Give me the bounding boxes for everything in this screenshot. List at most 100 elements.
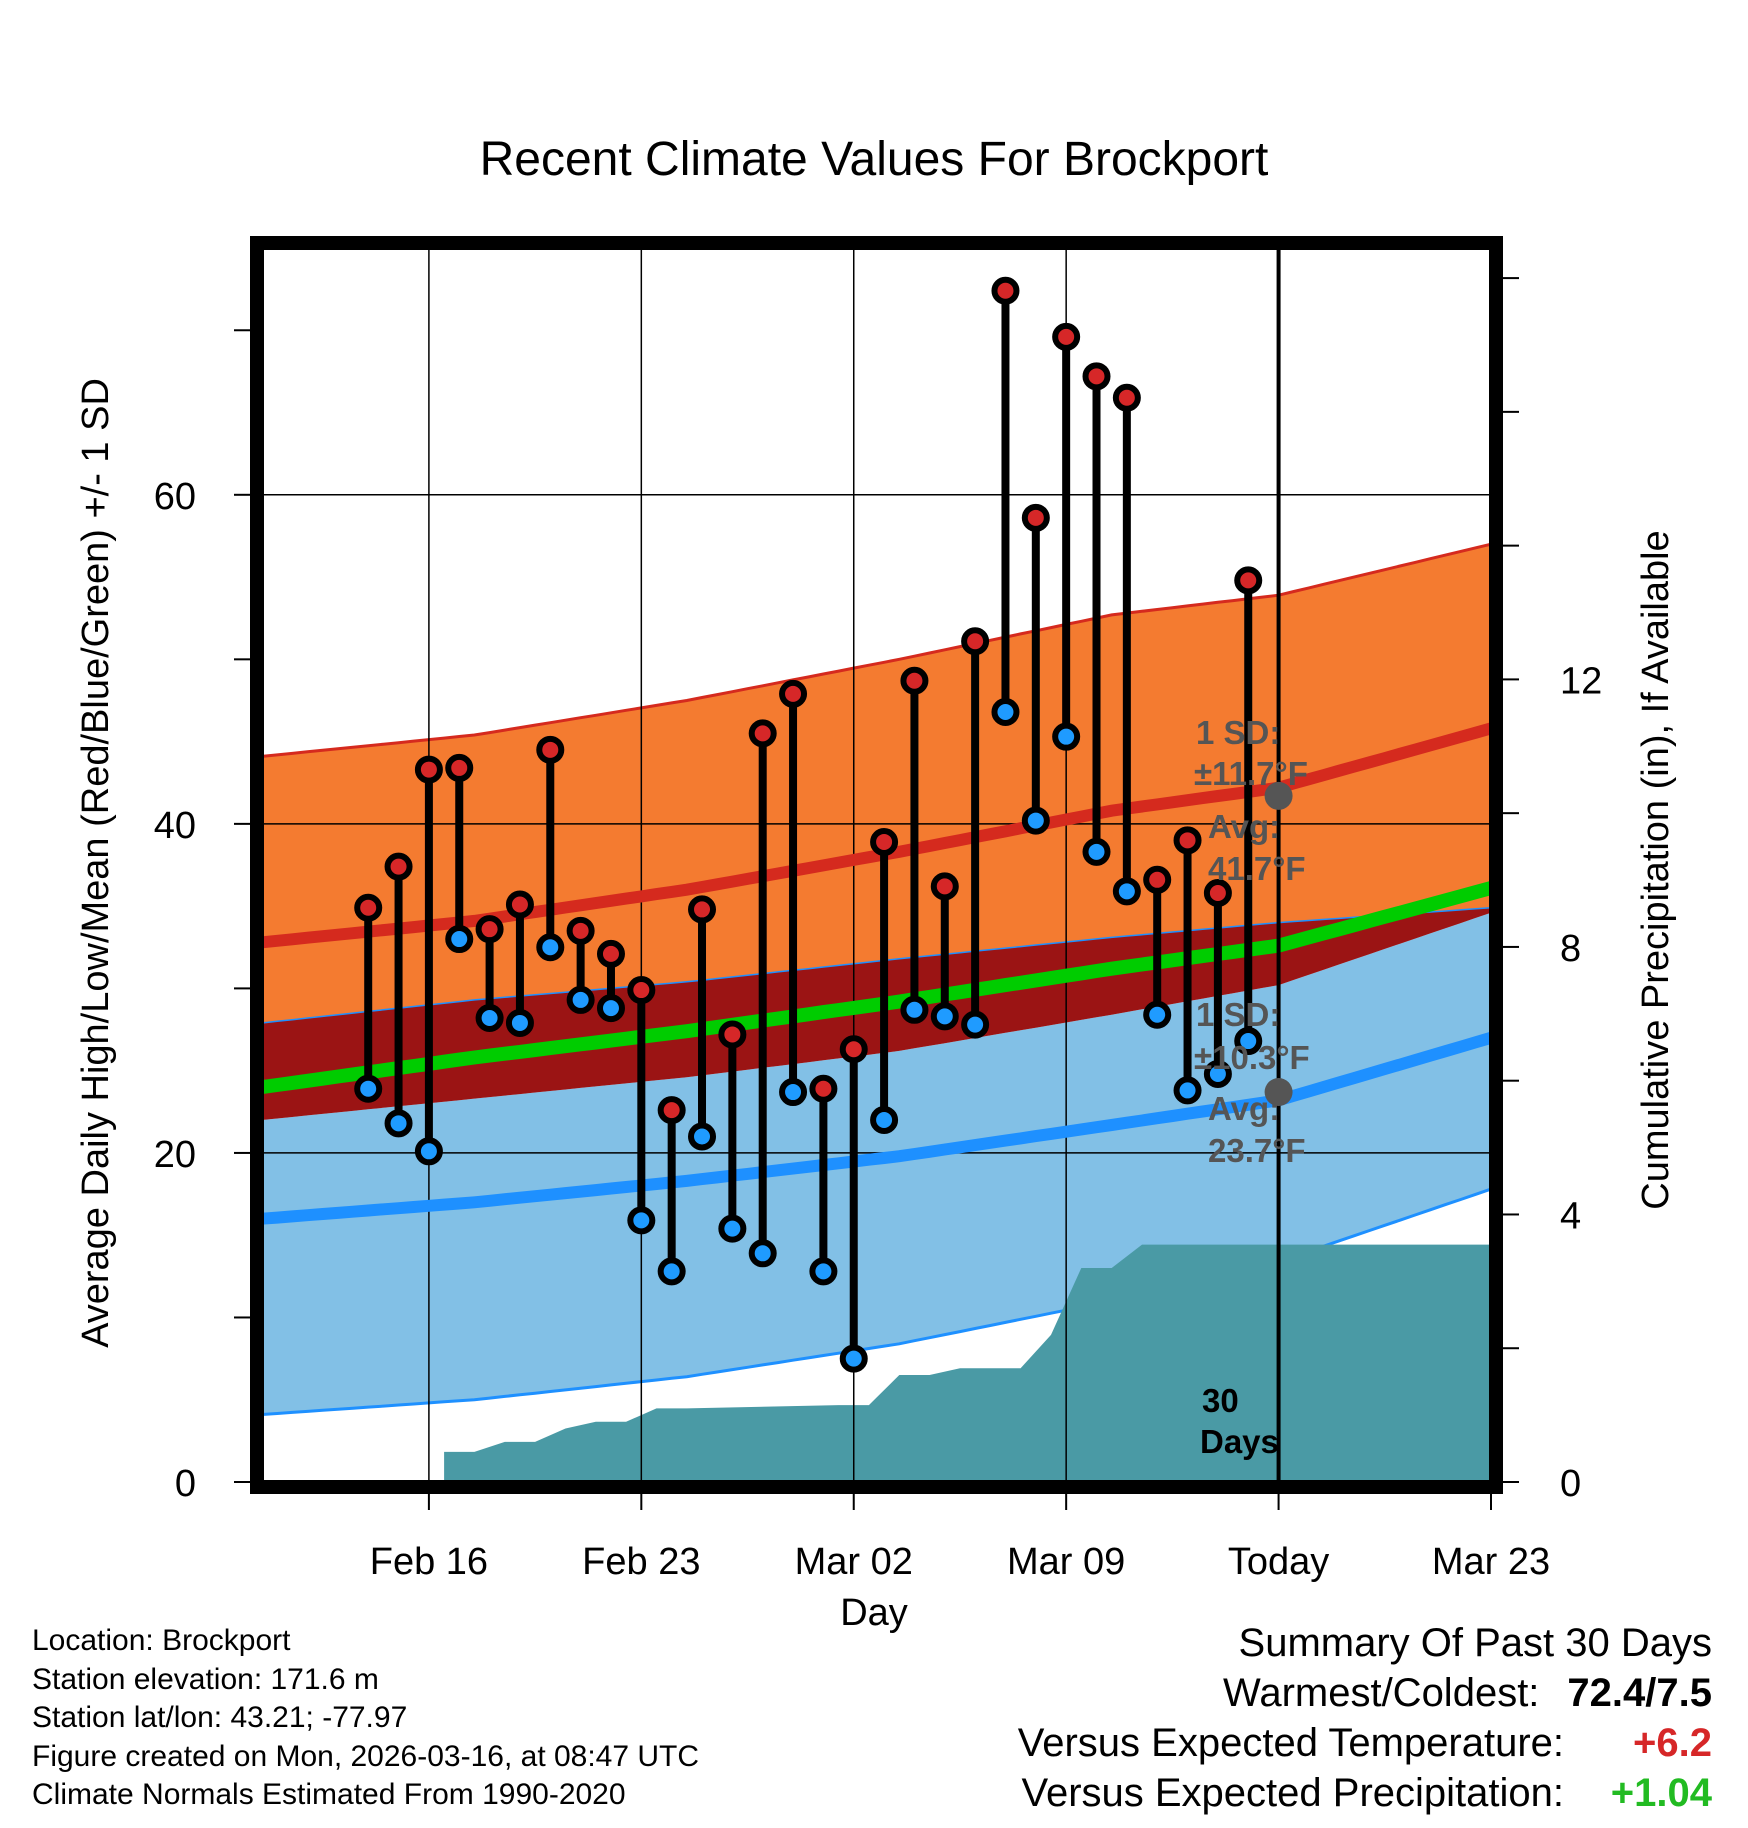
summary-title: Summary Of Past 30 Days [1238,1621,1712,1665]
daily-low-point [414,1137,443,1166]
daily-low-point [505,1008,534,1037]
info-latlon: Station lat/lon: 43.21; -77.97 [32,1701,408,1734]
daily-high-point [900,666,929,695]
y-tick-label: 40 [154,805,196,847]
low-sd-value: ±10.3°F [1194,1039,1310,1076]
daily-high-point [1021,503,1050,532]
daily-high-point [748,719,777,748]
daily-low-point [961,1010,990,1039]
daily-high-point [596,939,625,968]
daily-high-point [536,735,565,764]
high-sd-value: ±11.7°F [1194,755,1308,792]
daily-low-point [718,1214,747,1243]
daily-high-point [566,916,595,945]
daily-low-point [930,1002,959,1031]
daily-low-point [1203,1059,1232,1088]
daily-high-point [627,976,656,1005]
y-tick-label: 0 [175,1463,196,1505]
daily-high-point [1173,826,1202,855]
summary-panel: Summary Of Past 30 Days Warmest/Coldest:… [1018,1618,1712,1818]
low-sd-label: 1 SD: [1196,996,1280,1033]
daily-high-point [991,276,1020,305]
x-tick-label: Feb 23 [582,1541,700,1583]
today-low-average-point [1264,1078,1293,1107]
y2-tick-label: 4 [1560,1195,1581,1237]
daily-low-point [566,985,595,1014]
daily-high-point [930,872,959,901]
daily-low-point [596,994,625,1023]
daily-low-point [688,1122,717,1151]
daily-low-point [779,1078,808,1107]
daily-high-point [1143,865,1172,894]
high-avg-label: Avg: [1208,808,1280,845]
today-high-average-point [1264,781,1293,810]
precip-value: +1.04 [1610,1771,1712,1815]
daily-low-point [1143,1000,1172,1029]
daily-high-point [1203,878,1232,907]
daily-low-point [536,933,565,962]
summary-temp-row: Versus Expected Temperature: +6.2 [1018,1718,1712,1768]
daily-high-point [354,893,383,922]
info-location: Location: Brockport [32,1624,291,1657]
daily-high-point [718,1020,747,1049]
info-normals: Climate Normals Estimated From 1990-2020 [32,1778,626,1811]
daily-low-point [1173,1076,1202,1105]
daily-low-point [1082,837,1111,866]
station-info: Location: Brockport Station elevation: 1… [32,1622,699,1815]
daily-low-point [354,1074,383,1103]
daily-high-point [1234,566,1263,595]
daily-high-point [779,679,808,708]
daily-low-point [445,925,474,954]
high-sd-label: 1 SD: [1196,714,1280,751]
y2-tick-label: 0 [1560,1463,1581,1505]
days-label-text: Days [1200,1423,1279,1460]
days-label-number: 30 [1202,1382,1239,1419]
x-tick-label: Feb 16 [370,1541,488,1583]
x-tick-label: Today [1228,1541,1329,1583]
daily-low-point [748,1239,777,1268]
daily-low-point [870,1106,899,1135]
daily-high-point [1112,383,1141,412]
daily-high-point [414,755,443,784]
high-lower-edge [261,907,1492,1024]
summary-warmest-row: Warmest/Coldest: 72.4/7.5 [1018,1668,1712,1718]
daily-high-point [961,627,990,656]
daily-high-point [657,1096,686,1125]
mean-average-line [261,881,1493,1095]
daily-low-point [900,995,929,1024]
summary-precip-row: Versus Expected Precipitation: +1.04 [1018,1768,1712,1818]
plot-frame [250,236,1503,1494]
info-created: Figure created on Mon, 2026-03-16, at 08… [32,1739,700,1773]
daily-low-point [475,1004,504,1033]
daily-high-point [1082,362,1111,391]
temp-label: Versus Expected Temperature: [1017,1721,1564,1765]
daily-low-point [657,1257,686,1286]
y2-tick-label: 8 [1560,928,1581,970]
x-axis-label: Day [840,1592,908,1634]
high-avg-value: 41.7°F [1208,850,1306,887]
high-upper-edge [261,542,1492,758]
daily-low-point [384,1109,413,1138]
daily-low-point [1052,722,1081,751]
daily-high-point [445,753,474,782]
low-avg-label: Avg: [1208,1090,1280,1127]
y2-axis-label: Cumulative Precipitation (in), If Availa… [1635,530,1677,1209]
daily-low-point [991,697,1020,726]
precip-label: Versus Expected Precipitation: [1021,1771,1564,1815]
temp-value: +6.2 [1633,1721,1712,1765]
y2-tick-label: 12 [1560,660,1602,702]
daily-low-point [1234,1027,1263,1056]
daily-high-point [505,890,534,919]
daily-low-point [627,1206,656,1235]
y-axis-label: Average Daily High/Low/Mean (Red/Blue/Gr… [75,378,117,1348]
y-tick-label: 60 [154,476,196,518]
daily-high-point [384,852,413,881]
x-tick-label: Mar 23 [1432,1541,1550,1583]
daily-low-point [809,1257,838,1286]
daily-high-point [809,1074,838,1103]
warmest-label: Warmest/Coldest: [1223,1671,1540,1715]
daily-high-point [475,915,504,944]
x-tick-label: Mar 02 [795,1541,913,1583]
info-elevation: Station elevation: 171.6 m [32,1662,379,1696]
